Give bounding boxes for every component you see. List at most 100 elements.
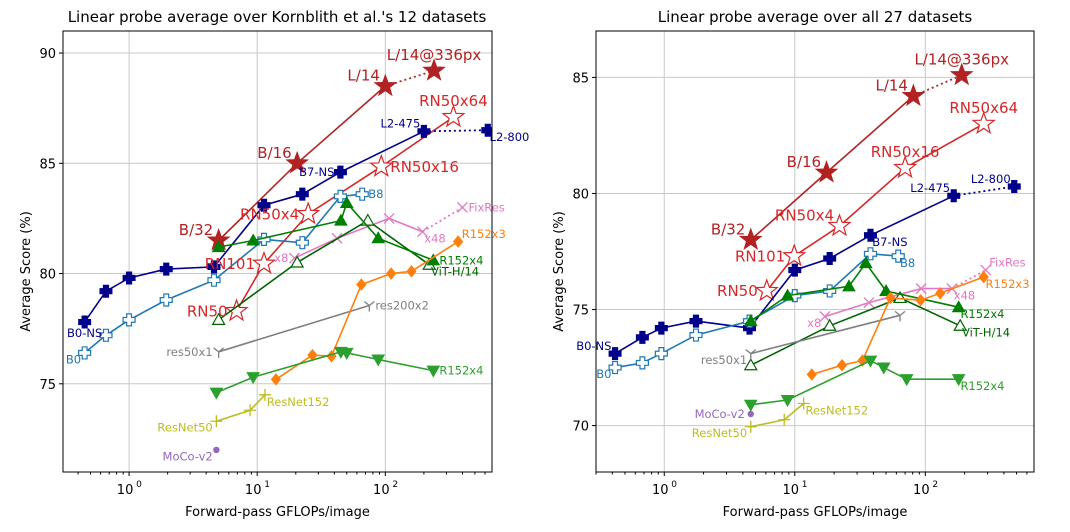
data-label: R152x3: [462, 227, 506, 241]
y-tick-label: 75: [572, 304, 589, 319]
x-tick-label: 10: [373, 483, 390, 498]
plus-open-marker: [122, 313, 136, 327]
series-clip-vit: [738, 62, 974, 250]
triangle-up-marker: [780, 288, 795, 301]
data-label: res50x1: [701, 353, 747, 367]
triangle-up-marker: [951, 300, 966, 313]
data-label: RN101: [205, 255, 255, 273]
plus-open-marker: [635, 356, 649, 370]
star-filled-marker: [738, 227, 763, 250]
data-label: B8: [368, 187, 383, 201]
plus-filled-marker: [823, 251, 837, 265]
plus-filled-marker: [159, 262, 173, 276]
plus-open-marker: [78, 346, 92, 360]
series-instagram-pretrained: [819, 264, 992, 322]
series-bit-s: [209, 346, 441, 400]
plus-open-marker: [608, 360, 622, 375]
plus-filled-marker: [788, 263, 802, 277]
triangle-down-marker: [339, 347, 354, 360]
data-label: RN50: [187, 302, 228, 320]
triangle-up-marker: [246, 233, 261, 246]
data-label: R152x4: [439, 364, 483, 378]
plus-filled-marker: [947, 189, 961, 203]
x-marker: [417, 226, 428, 238]
plus-thin-marker: [210, 415, 223, 428]
data-label: L/14@336px: [914, 50, 1009, 68]
data-label: ResNet152: [267, 395, 330, 409]
data-label: RN50x64: [949, 99, 1018, 117]
series-dotted-extension: [953, 185, 1015, 197]
data-label: B0: [596, 367, 611, 381]
triangle-down-marker: [246, 372, 261, 385]
series-resnet: [210, 388, 271, 428]
series-dotted-extension: [385, 69, 435, 87]
plot-frame: [595, 30, 1035, 473]
triangle-open-marker: [743, 358, 758, 371]
plus-open-marker: [159, 293, 173, 307]
diamond-marker: [406, 265, 417, 278]
series-moco: [747, 410, 754, 418]
triangle-down-marker: [371, 354, 386, 367]
y-tick-label: 70: [572, 420, 589, 435]
series-byol: [270, 235, 464, 386]
diamond-marker: [885, 291, 896, 305]
series-instagram-pretrained: [288, 201, 468, 264]
x-tick-exponent: 2: [932, 480, 938, 490]
triangle-up-marker: [211, 240, 226, 253]
star-open-marker: [369, 153, 394, 177]
series-line: [750, 402, 805, 428]
data-label: FixRes: [989, 255, 1025, 269]
x-marker: [819, 311, 831, 322]
triangle-down-marker: [743, 399, 758, 412]
series-line: [294, 217, 423, 259]
data-label: x8: [807, 316, 821, 330]
triangle-down-marker: [876, 362, 891, 375]
series-dotted-extension: [913, 74, 963, 97]
star-filled-marker: [949, 62, 974, 86]
data-label: B7-NS: [299, 165, 334, 179]
series-bit-m: [211, 195, 441, 266]
triangle-open-marker: [211, 312, 226, 325]
data-label: B8: [900, 256, 915, 270]
plus-filled-marker: [99, 284, 113, 298]
data-label: RN50x16: [871, 143, 940, 161]
triangle-open-marker: [290, 255, 305, 268]
data-label: B/16: [257, 144, 291, 162]
series-resnet: [744, 397, 810, 433]
star-filled-marker: [814, 160, 839, 183]
series-line: [750, 297, 961, 366]
diamond-marker: [270, 373, 282, 386]
series-efficientnet: [78, 187, 369, 360]
series-byol: [806, 270, 989, 381]
data-label: R152x4: [960, 379, 1004, 393]
triangle-down-marker: [863, 355, 878, 368]
plus-filled-marker: [635, 330, 649, 344]
series-efficientnet-noisystudent: [608, 180, 1021, 361]
data-label: L/14: [347, 67, 380, 85]
plus-open-marker: [863, 247, 878, 261]
plus-open-marker: [654, 347, 668, 361]
plus-open-marker: [689, 328, 703, 342]
data-label: MoCo-v2: [163, 449, 213, 463]
plus-thin-marker: [258, 388, 271, 401]
data-label: R152x3: [985, 277, 1029, 291]
series-dotted-extension: [422, 206, 463, 233]
star-filled-marker: [901, 83, 926, 107]
series-line: [216, 394, 266, 423]
series-moco: [213, 446, 220, 454]
star-filled-marker: [285, 150, 310, 174]
series-bit-s: [743, 355, 966, 412]
data-label: L/14@336px: [387, 46, 482, 64]
triangle-open-marker: [360, 213, 375, 226]
series-clip-resnet: [224, 104, 466, 322]
plus-filled-marker: [333, 165, 347, 179]
triangle-open-marker: [822, 318, 837, 331]
series-clip-resnet: [754, 111, 996, 302]
star-open-marker: [892, 155, 918, 179]
tri-y-marker: [363, 301, 375, 312]
x-marker: [383, 212, 395, 224]
x-tick-label: 10: [117, 483, 134, 498]
diamond-marker: [978, 270, 989, 284]
series-line: [218, 219, 430, 321]
data-label: B0: [66, 352, 81, 366]
